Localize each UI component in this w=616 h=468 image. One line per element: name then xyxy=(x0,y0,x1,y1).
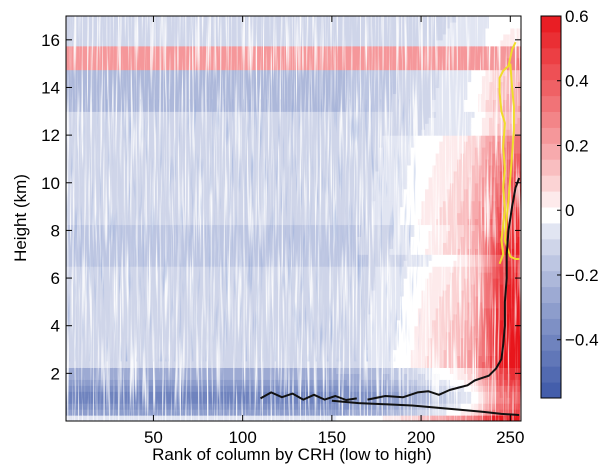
heatmap-field xyxy=(66,16,521,421)
